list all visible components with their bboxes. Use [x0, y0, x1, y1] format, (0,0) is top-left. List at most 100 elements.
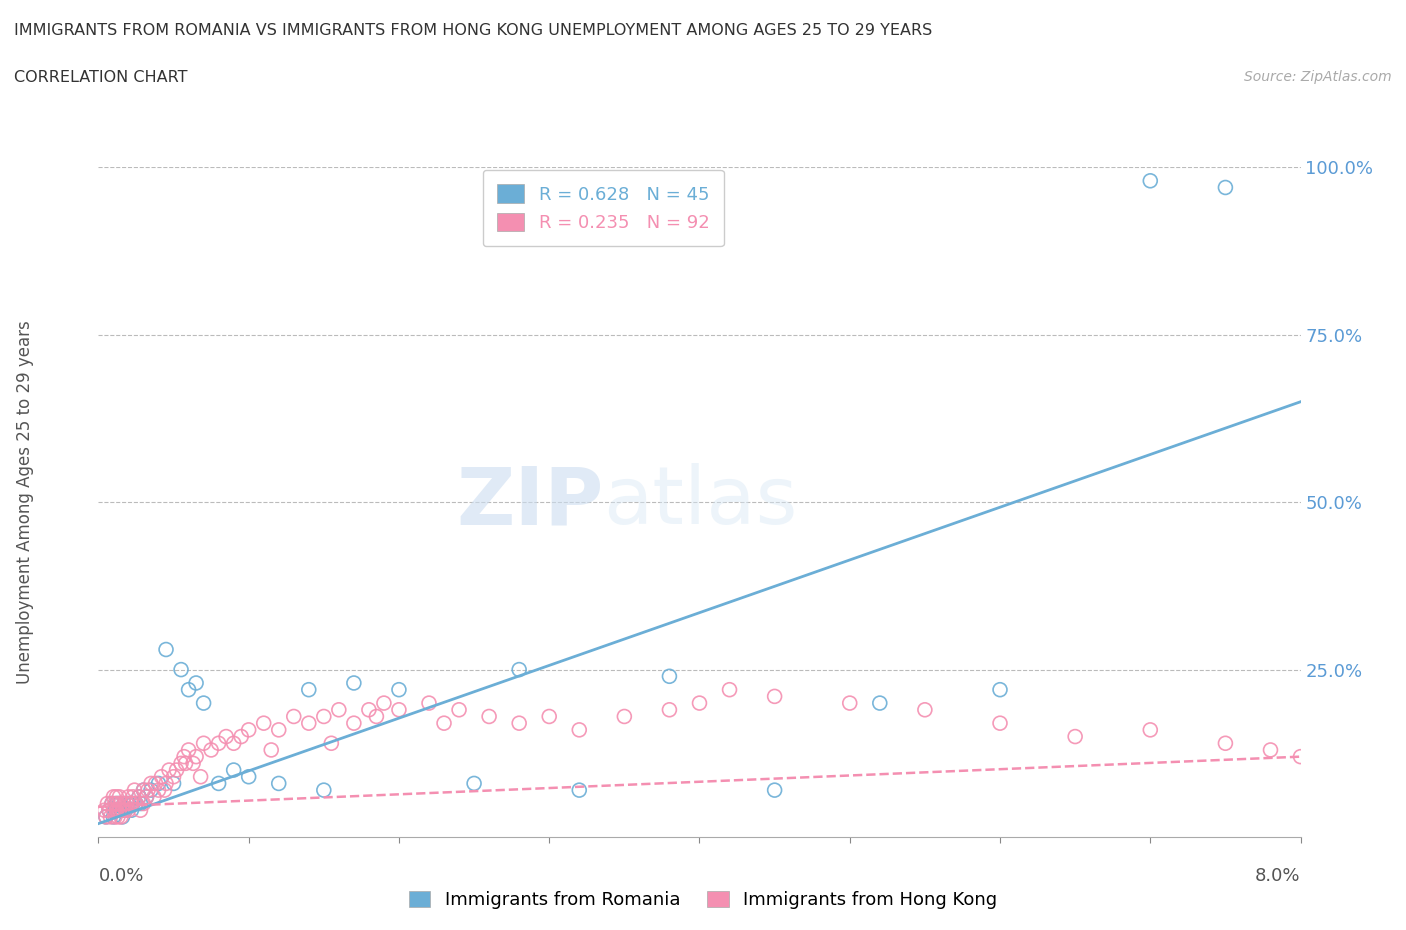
Point	[173, 750, 195, 764]
Point	[139, 776, 162, 790]
Point	[132, 783, 155, 798]
Point	[568, 723, 591, 737]
Point	[162, 769, 184, 784]
Legend: Immigrants from Romania, Immigrants from Hong Kong: Immigrants from Romania, Immigrants from…	[401, 884, 1005, 916]
Point	[267, 776, 290, 790]
Point	[215, 729, 238, 744]
Point	[114, 803, 136, 817]
Point	[97, 803, 120, 817]
Point	[112, 796, 135, 811]
Point	[1139, 173, 1161, 188]
Text: 8.0%: 8.0%	[1256, 867, 1301, 884]
Point	[101, 796, 124, 811]
Text: atlas: atlas	[603, 463, 797, 541]
Point	[343, 716, 366, 731]
Point	[112, 796, 135, 811]
Point	[136, 783, 159, 798]
Point	[110, 796, 132, 811]
Point	[418, 696, 440, 711]
Point	[101, 796, 124, 811]
Point	[124, 783, 146, 798]
Point	[117, 803, 139, 817]
Point	[231, 729, 253, 744]
Point	[321, 736, 343, 751]
Point	[508, 662, 530, 677]
Point	[763, 783, 786, 798]
Point	[222, 763, 245, 777]
Point	[110, 809, 132, 824]
Point	[128, 790, 150, 804]
Point	[107, 803, 129, 817]
Point	[157, 763, 180, 777]
Point	[111, 809, 134, 824]
Point	[117, 790, 139, 804]
Point	[125, 796, 148, 811]
Point	[366, 709, 388, 724]
Point	[117, 796, 139, 811]
Point	[200, 742, 222, 757]
Point	[111, 803, 134, 817]
Point	[298, 716, 321, 731]
Point	[658, 702, 681, 717]
Point	[143, 790, 166, 804]
Point	[283, 709, 305, 724]
Point	[108, 796, 131, 811]
Point	[208, 776, 231, 790]
Point	[121, 796, 143, 811]
Point	[125, 796, 148, 811]
Point	[110, 803, 132, 817]
Point	[148, 783, 170, 798]
Point	[135, 790, 157, 804]
Point	[115, 796, 138, 811]
Text: 0.0%: 0.0%	[98, 867, 143, 884]
Point	[181, 756, 204, 771]
Point	[508, 716, 530, 731]
Point	[914, 702, 936, 717]
Point	[174, 756, 197, 771]
Point	[155, 776, 177, 790]
Legend: R = 0.628   N = 45, R = 0.235   N = 92: R = 0.628 N = 45, R = 0.235 N = 92	[482, 170, 724, 246]
Point	[93, 803, 115, 817]
Point	[162, 776, 184, 790]
Point	[94, 809, 117, 824]
Point	[103, 809, 125, 824]
Text: Unemployment Among Ages 25 to 29 years: Unemployment Among Ages 25 to 29 years	[17, 320, 34, 684]
Point	[114, 803, 136, 817]
Point	[177, 742, 200, 757]
Point	[568, 783, 591, 798]
Point	[122, 796, 145, 811]
Point	[1215, 180, 1237, 195]
Point	[388, 683, 411, 698]
Point	[108, 790, 131, 804]
Text: CORRELATION CHART: CORRELATION CHART	[14, 70, 187, 85]
Point	[763, 689, 786, 704]
Point	[121, 796, 143, 811]
Point	[105, 790, 128, 804]
Point	[190, 769, 212, 784]
Point	[155, 642, 177, 657]
Point	[121, 803, 143, 817]
Point	[153, 783, 176, 798]
Point	[129, 803, 152, 817]
Point	[1289, 750, 1312, 764]
Point	[170, 756, 193, 771]
Point	[1139, 723, 1161, 737]
Point	[222, 736, 245, 751]
Point	[103, 803, 125, 817]
Point	[103, 790, 125, 804]
Point	[312, 783, 335, 798]
Point	[128, 790, 150, 804]
Point	[132, 783, 155, 798]
Point	[447, 702, 470, 717]
Point	[166, 763, 188, 777]
Point	[1215, 736, 1237, 751]
Point	[135, 790, 157, 804]
Point	[145, 776, 167, 790]
Point	[298, 683, 321, 698]
Point	[718, 683, 741, 698]
Point	[267, 723, 290, 737]
Point	[1260, 742, 1282, 757]
Point	[184, 675, 207, 690]
Point	[105, 803, 128, 817]
Point	[538, 709, 561, 724]
